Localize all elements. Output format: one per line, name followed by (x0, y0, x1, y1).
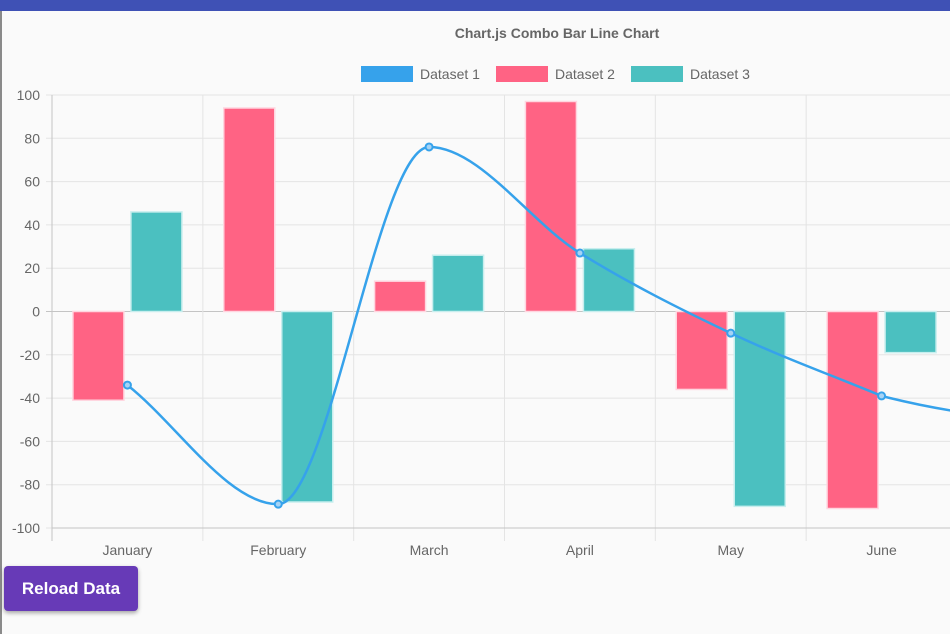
bar-dataset-2 (826, 310, 879, 510)
legend-label: Dataset 1 (420, 66, 480, 82)
y-tick-label: 100 (17, 87, 41, 103)
y-tick-label: 80 (24, 130, 40, 146)
line-point (575, 248, 585, 258)
legend-label: Dataset 2 (555, 66, 615, 82)
bar-dataset-2 (524, 100, 578, 313)
line-point (424, 142, 434, 152)
legend-swatch (631, 66, 683, 82)
x-tick-label: March (410, 542, 449, 558)
bar-dataset-3 (130, 211, 183, 313)
x-tick-label: January (103, 542, 153, 558)
x-tick-label: April (566, 542, 594, 558)
window-edge (0, 11, 2, 634)
combo-chart: 100 80 60 40 20 0 -20 -40 -60 -80 -100 January Febru… (12, 25, 950, 558)
bar-dataset-3 (884, 310, 937, 354)
line-point (273, 499, 283, 509)
y-tick-label: 20 (24, 260, 40, 276)
y-tick-label: -60 (20, 433, 40, 449)
y-tick-label: 0 (32, 304, 40, 320)
bar-dataset-3 (431, 254, 485, 313)
line-point (122, 380, 132, 390)
y-tick-label: 60 (24, 174, 40, 190)
chart-title: Chart.js Combo Bar Line Chart (455, 25, 660, 41)
y-tick-label: 40 (24, 217, 40, 233)
y-tick-label: -40 (20, 390, 40, 406)
bar-dataset-3 (281, 310, 334, 503)
line-point (726, 328, 736, 338)
x-tick-label: May (718, 542, 744, 558)
line-point (877, 391, 887, 401)
legend-swatch (361, 66, 413, 82)
bar-dataset-2 (373, 280, 427, 313)
bar-dataset-2 (72, 310, 125, 402)
bar-dataset-2 (675, 310, 728, 391)
bar-dataset-2 (223, 107, 276, 313)
x-tick-label: June (866, 542, 897, 558)
bar-dataset-3 (733, 310, 786, 508)
legend-label: Dataset 3 (690, 66, 750, 82)
x-tick-label: February (250, 542, 306, 558)
header-bar (0, 0, 950, 11)
y-tick-label: -80 (20, 477, 40, 493)
reload-data-button[interactable]: Reload Data (4, 566, 138, 611)
y-tick-label: -100 (12, 520, 40, 536)
y-tick-label: -20 (20, 347, 40, 363)
legend-swatch (496, 66, 548, 82)
